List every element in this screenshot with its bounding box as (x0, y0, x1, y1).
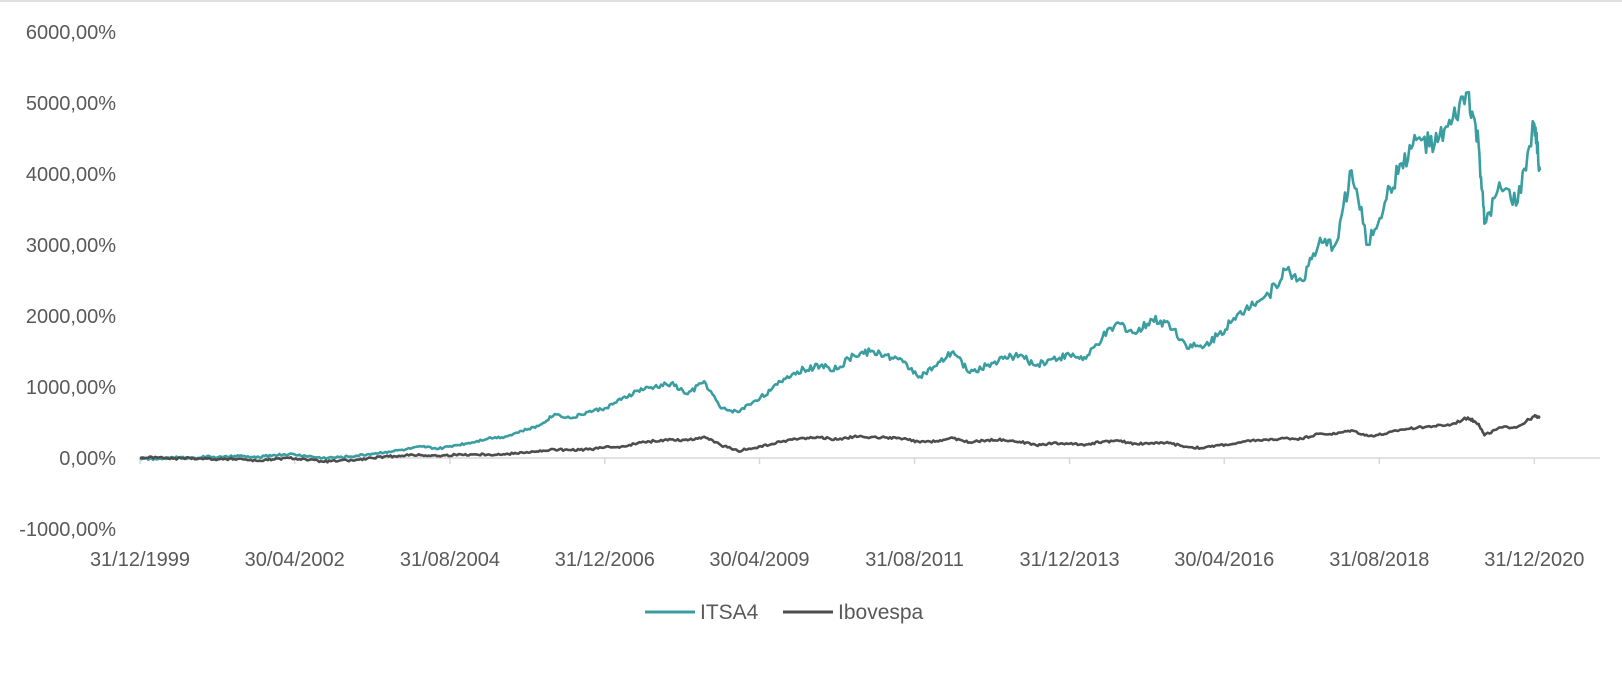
y-tick-label: 2000,00% (26, 306, 116, 328)
x-tick-label: 31/12/2020 (1484, 549, 1584, 571)
y-tick-label: 5000,00% (26, 93, 116, 115)
series-layer (139, 90, 1542, 464)
series-line-ibovespa (139, 413, 1541, 464)
legend: ITSA4 Ibovespa (645, 601, 924, 624)
y-tick-label: 6000,00% (26, 22, 116, 44)
x-tick-label: 30/04/2016 (1174, 549, 1274, 571)
x-tick-label: 31/12/1999 (90, 549, 190, 571)
y-axis-ticks: 6000,00% 5000,00% 4000,00% 3000,00% 2000,00%… (19, 22, 116, 541)
y-tick-label: 1000,00% (26, 377, 116, 399)
x-tick-label: 31/08/2018 (1329, 549, 1429, 571)
x-axis-ticks: 31/12/1999 30/04/2002 31/08/2004 31/12/2006… (90, 458, 1584, 571)
x-tick-label: 31/12/2013 (1020, 549, 1120, 571)
legend-label-itsa4: ITSA4 (700, 601, 759, 624)
x-tick-label: 31/08/2011 (865, 549, 964, 571)
y-tick-label: 3000,00% (26, 235, 116, 257)
legend-label-ibovespa: Ibovespa (838, 601, 924, 624)
series-line-itsa4 (139, 90, 1542, 462)
x-tick-label: 31/12/2006 (555, 549, 655, 571)
y-tick-label: 0,00% (59, 448, 116, 470)
x-tick-label: 30/04/2002 (245, 549, 345, 571)
y-tick-label: -1000,00% (19, 519, 116, 541)
y-tick-label: 4000,00% (26, 164, 116, 186)
x-tick-label: 31/08/2004 (400, 549, 500, 571)
x-tick-label: 30/04/2009 (709, 549, 809, 571)
